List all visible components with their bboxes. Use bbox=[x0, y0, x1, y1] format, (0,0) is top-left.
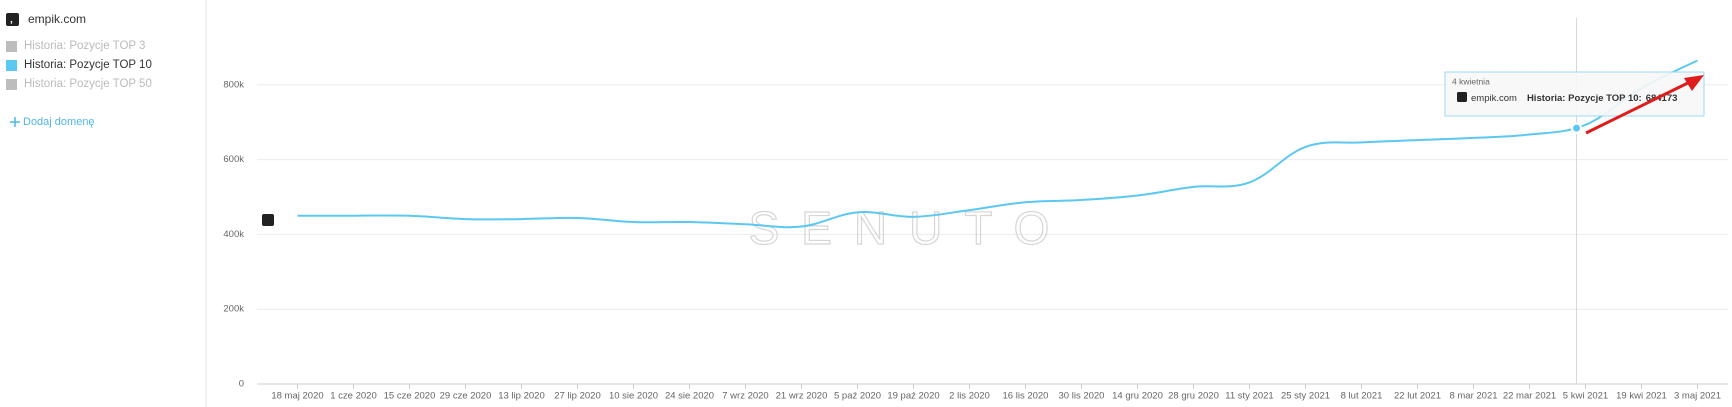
tooltip-part: empik.com bbox=[1471, 93, 1517, 104]
y-tick-label: 800k bbox=[223, 79, 244, 90]
x-tick-label: 3 maj 2021 bbox=[1674, 391, 1721, 402]
legend-label: Historia: Pozycje TOP 3 bbox=[24, 40, 145, 52]
y-tick-label: 200k bbox=[223, 304, 244, 315]
x-tick-label: 5 kwi 2021 bbox=[1563, 391, 1608, 402]
x-tick-label: 29 cze 2020 bbox=[440, 391, 492, 402]
series-line bbox=[297, 59, 1698, 229]
watermark: SENUTO bbox=[749, 202, 1072, 254]
tooltip-text: empik.com Historia: Pozycje TOP 10: 684173 bbox=[1471, 93, 1677, 104]
x-tick-label: 15 cze 2020 bbox=[384, 391, 436, 402]
x-tick-label: 25 sty 2021 bbox=[1281, 391, 1330, 402]
plot: 0 200k 400k 600k 800k SENUTO 18 maj 2020 1 cze … bbox=[223, 18, 1728, 402]
domain-icon-glyph: , bbox=[10, 15, 13, 26]
legend-label: Historia: Pozycje TOP 50 bbox=[24, 78, 152, 90]
x-tick-label: 22 mar 2021 bbox=[1503, 391, 1556, 402]
tooltip-part: 684173 bbox=[1646, 93, 1678, 104]
x-tick-label: 8 mar 2021 bbox=[1449, 391, 1497, 402]
legend-item[interactable]: Historia: Pozycje TOP 3 bbox=[6, 40, 145, 52]
legend-swatch bbox=[6, 41, 17, 52]
x-tick-label: 24 sie 2020 bbox=[665, 391, 714, 402]
x-tick-label: 16 lis 2020 bbox=[1003, 391, 1049, 402]
domain-name: empik.com bbox=[28, 12, 86, 26]
x-tick-label: 1 cze 2020 bbox=[330, 391, 376, 402]
annotation-arrow bbox=[1585, 78, 1695, 135]
y-tick-label: 0 bbox=[239, 379, 244, 390]
add-domain-label: Dodaj domenę bbox=[23, 116, 95, 128]
x-tick-label: 5 paź 2020 bbox=[834, 391, 881, 402]
x-tick-label: 10 sie 2020 bbox=[609, 391, 658, 402]
domain-row[interactable]: , empik.com bbox=[6, 12, 86, 26]
tooltip-point bbox=[1571, 122, 1582, 134]
x-tick-label: 14 gru 2020 bbox=[1112, 391, 1163, 402]
annotation-arrowhead bbox=[1684, 75, 1704, 91]
x-tick-label: 30 lis 2020 bbox=[1059, 391, 1105, 402]
legend-swatch bbox=[6, 60, 17, 71]
x-tick-label: 2 lis 2020 bbox=[949, 391, 990, 402]
x-tick-label: 13 lip 2020 bbox=[498, 391, 544, 402]
legend-item[interactable]: Historia: Pozycje TOP 50 bbox=[6, 78, 152, 90]
tooltip-date: 4 kwietnia bbox=[1452, 76, 1490, 86]
tooltip-icon bbox=[1457, 92, 1467, 102]
legend-swatch bbox=[6, 79, 17, 90]
legend: Historia: Pozycje TOP 3 Historia: Pozycje… bbox=[6, 40, 152, 90]
x-tick-label: 11 sty 2021 bbox=[1225, 391, 1273, 402]
x-tick-label: 19 paź 2020 bbox=[887, 391, 939, 402]
x-tick-label: 21 wrz 2020 bbox=[776, 391, 828, 402]
x-tick-label: 27 lip 2020 bbox=[554, 391, 600, 402]
y-tick-label: 600k bbox=[223, 154, 244, 165]
domain-icon bbox=[6, 13, 19, 26]
legend-label: Historia: Pozycje TOP 10 bbox=[24, 59, 152, 71]
tooltip-part: Historia: Pozycje TOP 10: bbox=[1527, 93, 1642, 104]
x-tick-label: 28 gru 2020 bbox=[1168, 391, 1219, 402]
y-tick-label: 400k bbox=[223, 229, 244, 240]
x-tick-label: 22 lut 2021 bbox=[1394, 391, 1441, 402]
domain-marker bbox=[262, 214, 274, 226]
add-domain[interactable]: Dodaj domenę bbox=[10, 116, 95, 128]
x-tick-label: 8 lut 2021 bbox=[1341, 391, 1383, 402]
tooltip-box bbox=[1444, 71, 1705, 117]
tooltip: 4 kwietnia empik.com Historia: Pozycje TOP… bbox=[1444, 71, 1705, 117]
x-tick-label: 7 wrz 2020 bbox=[722, 391, 768, 402]
legend-item[interactable]: Historia: Pozycje TOP 10 bbox=[6, 59, 152, 71]
x-tick-label: 18 maj 2020 bbox=[271, 391, 323, 402]
x-tick-label: 19 kwi 2021 bbox=[1616, 391, 1667, 402]
